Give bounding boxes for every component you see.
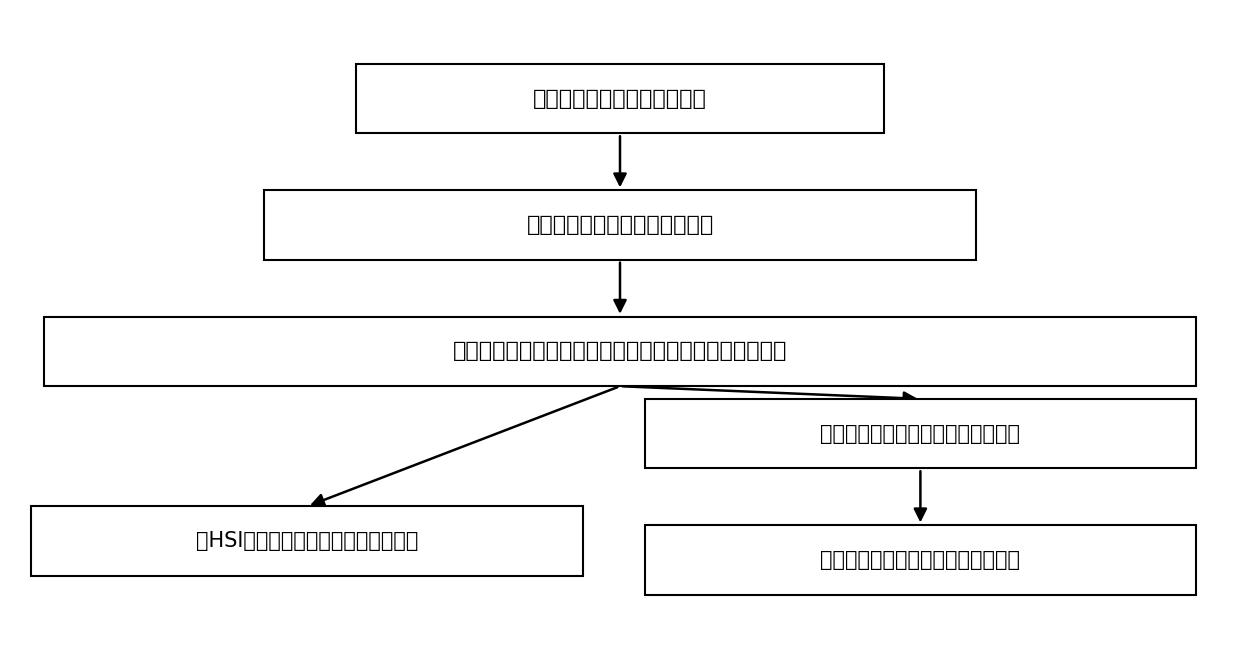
- FancyBboxPatch shape: [645, 399, 1197, 468]
- FancyBboxPatch shape: [31, 506, 583, 576]
- Text: 制作数据集用于模型训练和测试: 制作数据集用于模型训练和测试: [526, 215, 714, 235]
- Text: 采集多样化的电线杆标牌图片: 采集多样化的电线杆标牌图片: [533, 89, 707, 109]
- Text: 利用迁移学习进行分割后字符的识别: 利用迁移学习进行分割后字符的识别: [821, 550, 1021, 570]
- Text: 基于投影分析法进行标牌的字符分割: 基于投影分析法进行标牌的字符分割: [821, 424, 1021, 444]
- FancyBboxPatch shape: [43, 317, 1197, 386]
- Text: 在HSI颜色空间进行标牌背景色的识别: 在HSI颜色空间进行标牌背景色的识别: [196, 531, 419, 551]
- Text: 利用端到端一次性回归目标检测模型提取电线杆标牌图像: 利用端到端一次性回归目标检测模型提取电线杆标牌图像: [453, 342, 787, 362]
- FancyBboxPatch shape: [356, 64, 884, 133]
- FancyBboxPatch shape: [264, 191, 976, 260]
- FancyBboxPatch shape: [645, 525, 1197, 595]
